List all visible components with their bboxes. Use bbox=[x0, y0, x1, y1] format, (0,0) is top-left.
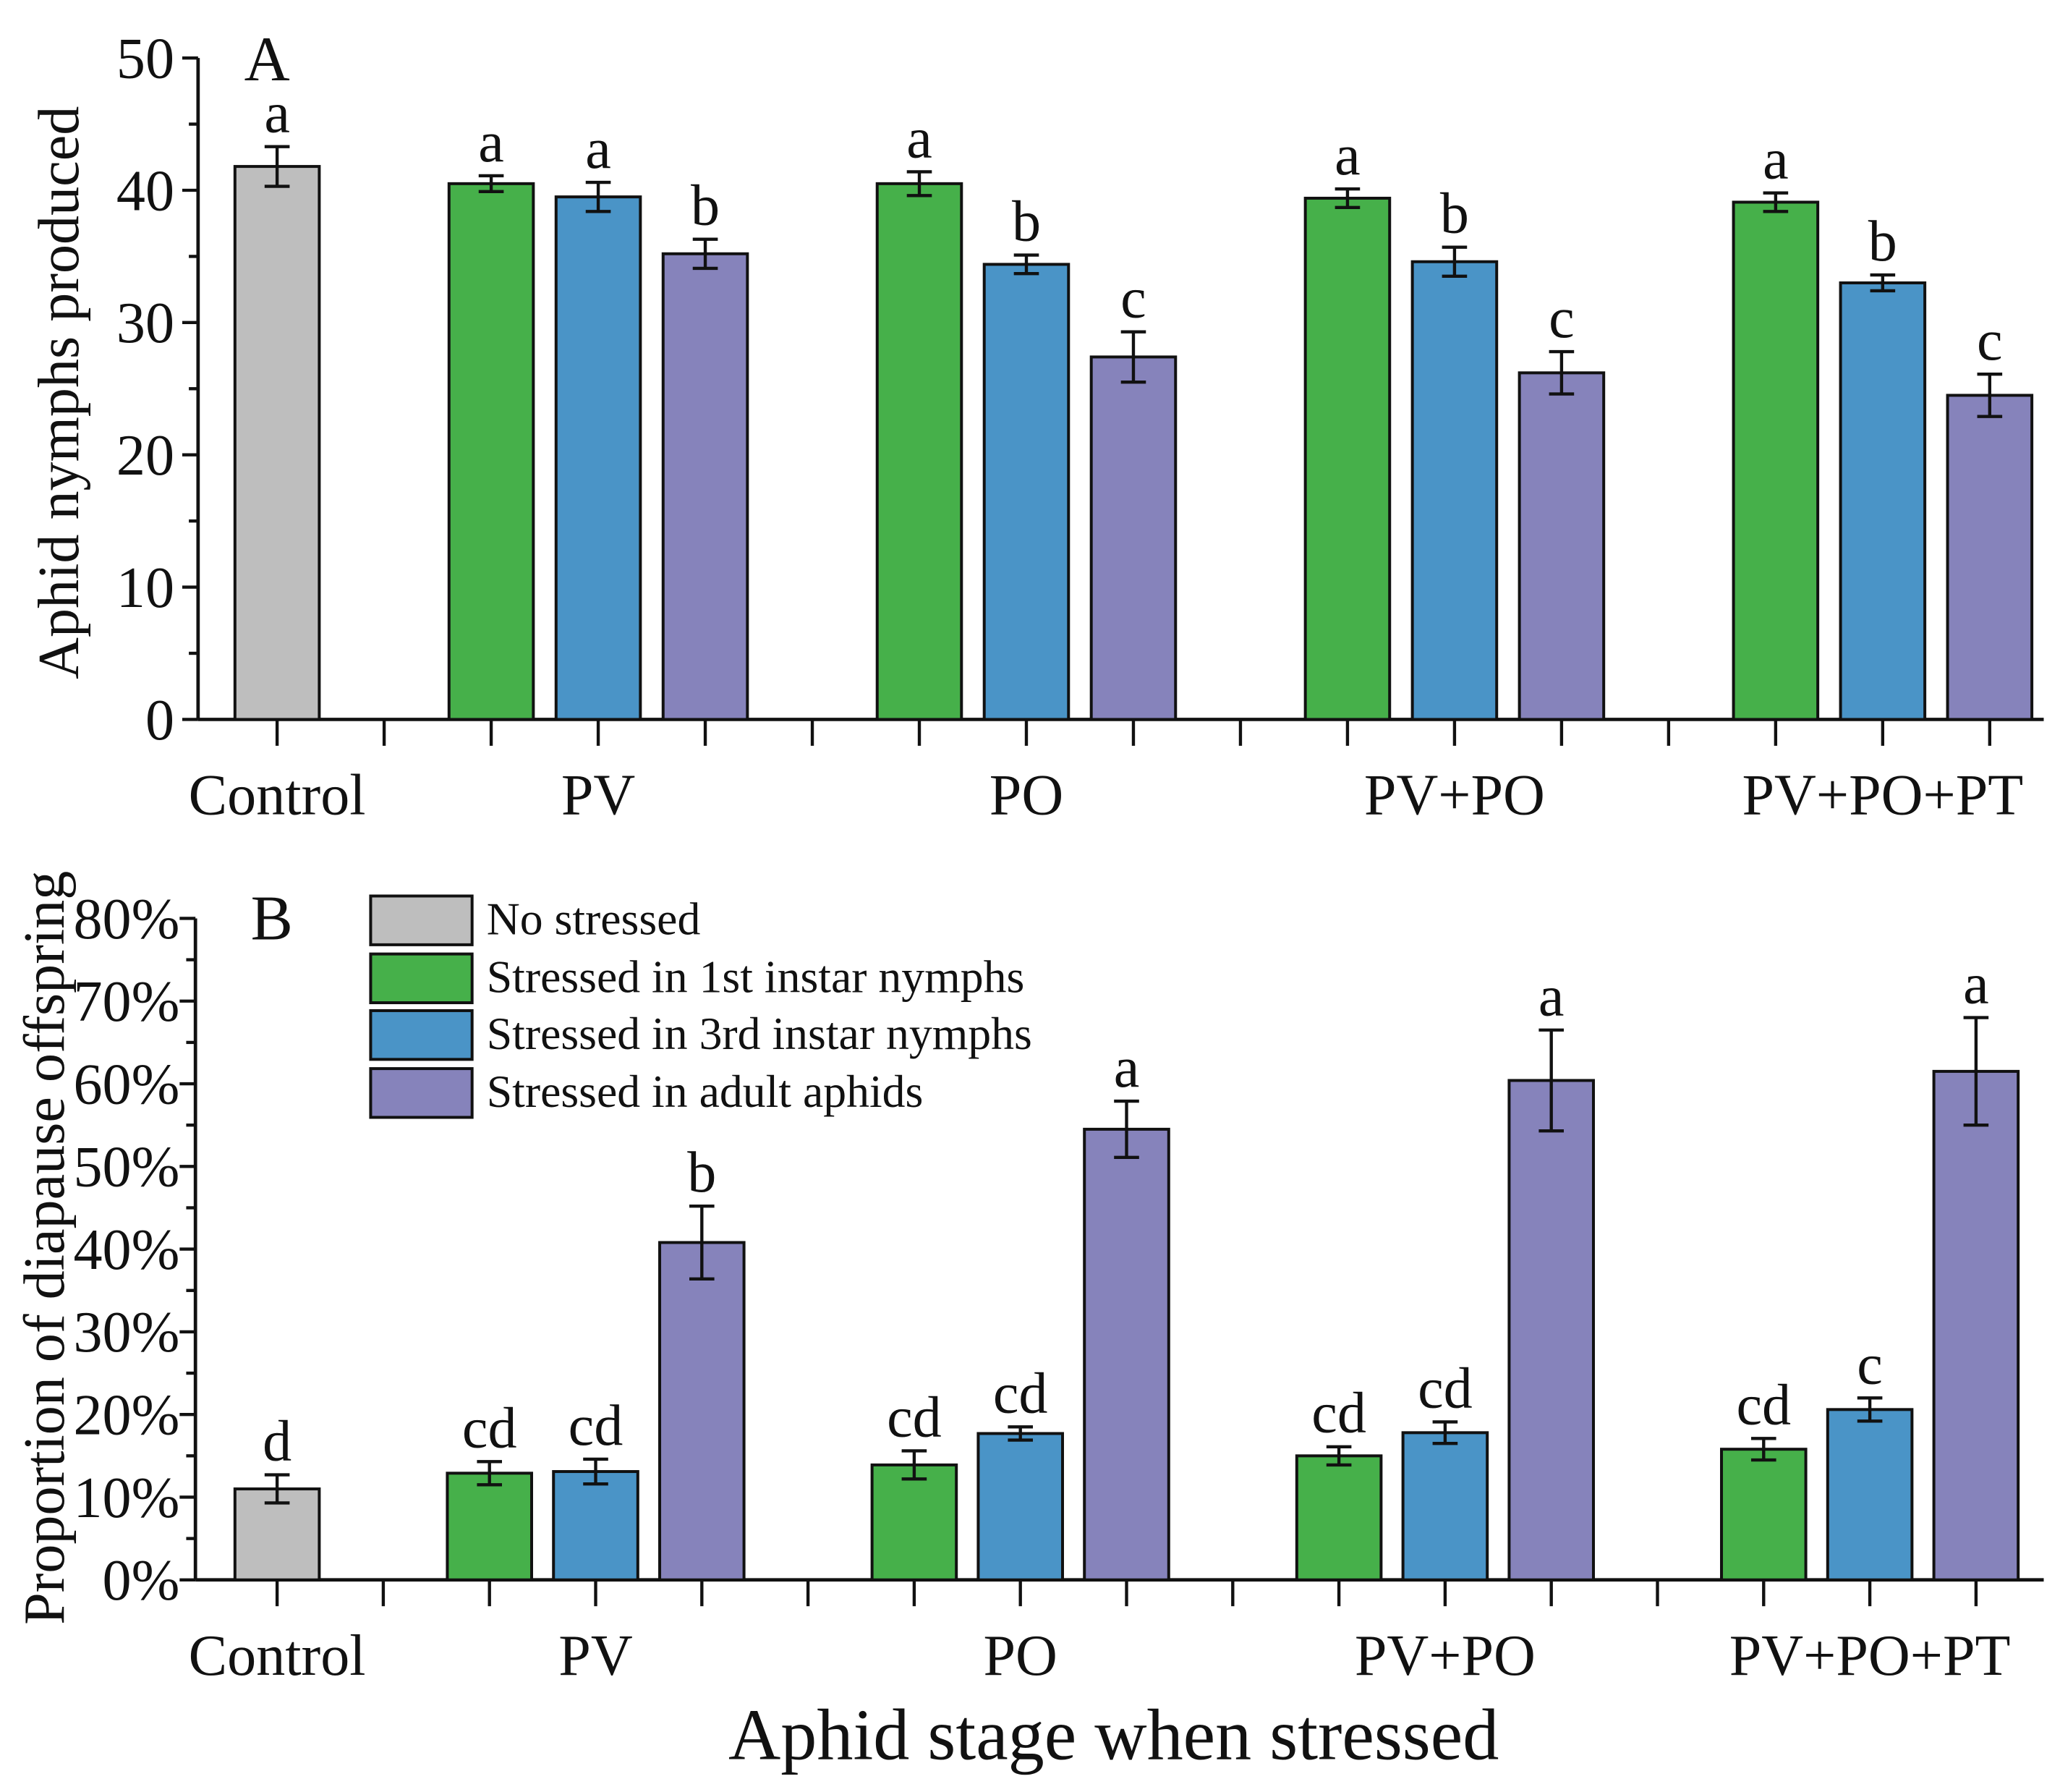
y-tick-label-b: 20% bbox=[73, 1384, 179, 1448]
legend-label-3rd-instar: Stressed in 3rd instar nymphs bbox=[487, 1008, 1032, 1059]
significance-letter-b-control-no-stressed: d bbox=[263, 1410, 291, 1474]
bar-a-po-adult bbox=[1089, 355, 1178, 721]
bar-a-pv-po-adult bbox=[1518, 371, 1606, 721]
significance-letter-a-pv-po-3rd-instar: b bbox=[1440, 182, 1469, 246]
legend-swatch-3rd-instar bbox=[369, 1008, 474, 1061]
y-axis-title-b: Proportion of diapause offspring bbox=[13, 871, 77, 1625]
bar-b-po-adult bbox=[1083, 1127, 1170, 1581]
y-tick-label-a: 50 bbox=[116, 27, 174, 90]
y-tick-label-b: 0% bbox=[103, 1549, 180, 1613]
bar-b-po-1st-instar bbox=[870, 1463, 958, 1581]
significance-letter-a-po-1st-instar: a bbox=[906, 106, 932, 170]
bar-a-pv-po-1st-instar bbox=[1303, 196, 1392, 721]
significance-letter-b-po-1st-instar: cd bbox=[887, 1385, 942, 1449]
significance-letter-b-pv-po-pt-3rd-instar: c bbox=[1857, 1333, 1883, 1396]
bar-b-pv-3rd-instar bbox=[552, 1470, 639, 1581]
significance-letter-b-pv-1st-instar: cd bbox=[462, 1396, 517, 1460]
panel-letter-a: A bbox=[244, 24, 290, 94]
category-label-b-pv-po-pt: PV+PO+PT bbox=[1729, 1624, 2011, 1688]
y-tick-label-b: 40% bbox=[73, 1218, 179, 1282]
y-tick-label-b: 70% bbox=[73, 970, 179, 1034]
significance-letter-a-po-adult: c bbox=[1120, 267, 1146, 331]
y-tick-label-a: 30 bbox=[116, 292, 174, 355]
significance-letter-b-pv-po-pt-adult: a bbox=[1963, 953, 1989, 1016]
legend: No stressed Stressed in 1st instar nymph… bbox=[369, 893, 1032, 1119]
bar-b-pv-po-pt-1st-instar bbox=[1720, 1448, 1808, 1581]
panel-letter-b: B bbox=[251, 883, 293, 954]
legend-swatch-no-stressed bbox=[369, 894, 474, 946]
bar-a-pv-adult bbox=[661, 252, 749, 721]
significance-letter-a-pv-1st-instar: a bbox=[478, 111, 504, 174]
y-tick-label-a: 0 bbox=[145, 689, 174, 752]
y-tick-label-b: 50% bbox=[73, 1136, 179, 1199]
legend-label-1st-instar: Stressed in 1st instar nymphs bbox=[487, 951, 1025, 1002]
bar-b-pv-po-pt-adult bbox=[1932, 1069, 2020, 1581]
category-label-a-pv-po: PV+PO bbox=[1364, 764, 1545, 828]
category-label-a-pv: PV bbox=[561, 764, 635, 828]
x-axis-title: Aphid stage when stressed bbox=[728, 1694, 1499, 1775]
bar-a-po-1st-instar bbox=[875, 182, 963, 721]
legend-swatch-1st-instar bbox=[369, 952, 474, 1005]
bar-b-pv-po-pt-3rd-instar bbox=[1826, 1408, 1914, 1581]
category-label-b-pv: PV bbox=[558, 1624, 632, 1688]
y-tick-label-b: 80% bbox=[73, 888, 179, 951]
bar-b-pv-adult bbox=[658, 1241, 746, 1581]
legend-label-adult: Stressed in adult aphids bbox=[487, 1066, 924, 1117]
category-label-a-control: Control bbox=[189, 764, 366, 828]
significance-letter-a-control-no-stressed: a bbox=[264, 82, 290, 145]
bar-a-po-3rd-instar bbox=[982, 263, 1071, 721]
legend-label-no-stressed: No stressed bbox=[487, 893, 701, 944]
bar-a-pv-po-pt-1st-instar bbox=[1732, 200, 1820, 721]
significance-letter-b-po-adult: a bbox=[1114, 1036, 1140, 1100]
significance-letter-b-pv-po-3rd-instar: cd bbox=[1418, 1356, 1473, 1420]
legend-swatch-adult bbox=[369, 1067, 474, 1119]
bar-a-pv-3rd-instar bbox=[554, 195, 642, 721]
significance-letter-a-pv-3rd-instar: a bbox=[585, 117, 611, 181]
bar-a-pv-po-pt-3rd-instar bbox=[1839, 281, 1927, 721]
panel-a-chart: 0 10 20 30 40 50 a Control a a b PV a b c PO a b c PV+PO a b c… bbox=[27, 24, 2044, 828]
significance-letter-a-pv-po-pt-3rd-instar: b bbox=[1868, 210, 1897, 273]
significance-letter-b-po-3rd-instar: cd bbox=[993, 1362, 1048, 1425]
y-tick-label-a: 10 bbox=[116, 556, 174, 620]
significance-letter-a-pv-po-1st-instar: a bbox=[1335, 124, 1361, 187]
category-label-b-po: PO bbox=[983, 1624, 1057, 1688]
bar-a-pv-po-pt-adult bbox=[1946, 394, 2034, 721]
y-tick-label-b: 30% bbox=[73, 1301, 179, 1364]
bar-b-pv-po-3rd-instar bbox=[1401, 1431, 1489, 1581]
y-axis-title-a: Aphid nymphs produced bbox=[27, 106, 91, 679]
y-tick-label-b: 10% bbox=[73, 1466, 179, 1530]
bar-a-control-no-stressed bbox=[233, 165, 321, 721]
significance-letter-a-pv-po-pt-1st-instar: a bbox=[1763, 128, 1789, 192]
y-tick-label-a: 20 bbox=[116, 424, 174, 488]
category-label-a-pv-po-pt: PV+PO+PT bbox=[1742, 764, 2023, 828]
significance-letter-a-po-3rd-instar: b bbox=[1012, 190, 1041, 254]
bar-b-pv-po-1st-instar bbox=[1295, 1454, 1383, 1581]
significance-letter-a-pv-po-adult: c bbox=[1549, 286, 1575, 350]
category-label-a-po: PO bbox=[989, 764, 1063, 828]
significance-letter-b-pv-po-1st-instar: cd bbox=[1311, 1382, 1366, 1445]
significance-letter-b-pv-po-adult: a bbox=[1538, 965, 1565, 1029]
significance-letter-a-pv-po-pt-adult: c bbox=[1977, 309, 2003, 373]
significance-letter-b-pv-3rd-instar: cd bbox=[569, 1394, 623, 1458]
significance-letter-a-pv-adult: b bbox=[691, 174, 720, 238]
bar-a-pv-1st-instar bbox=[447, 182, 535, 721]
bar-b-pv-po-adult bbox=[1507, 1079, 1595, 1581]
bar-b-po-3rd-instar bbox=[976, 1432, 1064, 1581]
category-label-b-control: Control bbox=[189, 1624, 366, 1688]
y-tick-label-b: 60% bbox=[73, 1053, 179, 1116]
y-tick-label-a: 40 bbox=[116, 159, 174, 223]
category-label-b-pv-po: PV+PO bbox=[1355, 1624, 1536, 1688]
significance-letter-b-pv-po-pt-1st-instar: cd bbox=[1736, 1373, 1791, 1437]
bar-b-pv-1st-instar bbox=[446, 1472, 533, 1581]
significance-letter-b-pv-adult: b bbox=[687, 1141, 716, 1205]
bar-a-pv-po-3rd-instar bbox=[1410, 260, 1499, 721]
